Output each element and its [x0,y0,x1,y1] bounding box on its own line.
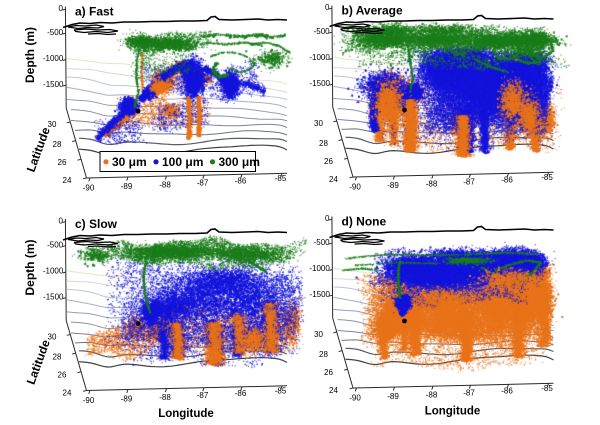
svg-text:100 μm: 100 μm [162,155,203,169]
svg-text:30 μm: 30 μm [112,155,147,169]
svg-text:300 μm: 300 μm [219,155,260,169]
